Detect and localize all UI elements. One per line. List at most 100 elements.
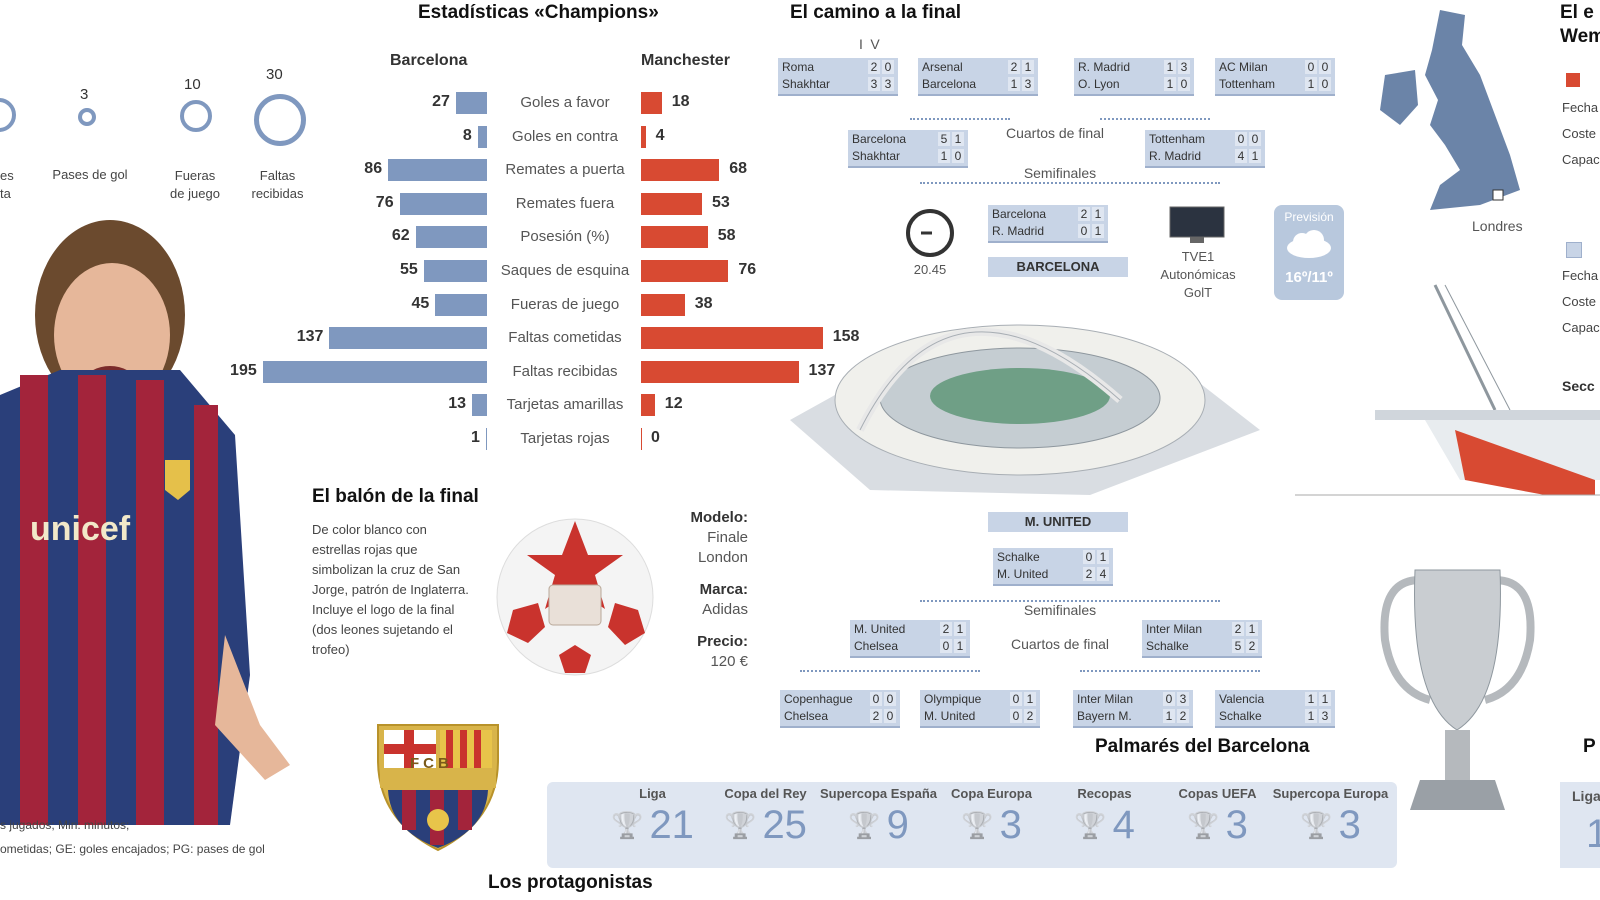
team-name: Olympique	[924, 692, 982, 706]
score: 1	[954, 639, 966, 653]
team-name: M. United	[997, 567, 1049, 581]
score: 2	[940, 622, 952, 636]
team-name: Arsenal	[922, 60, 963, 74]
score: 1	[1008, 77, 1020, 91]
value-barcelona: 1	[470, 429, 480, 446]
value-manchester: 18	[671, 93, 690, 110]
score: 2	[1246, 639, 1258, 653]
stat-row: Remates fuera 76 53	[0, 191, 900, 217]
score: 1	[1024, 692, 1036, 706]
score: 2	[1078, 207, 1090, 221]
value-manchester: 12	[664, 395, 683, 413]
palmares-name: Copa del Rey	[724, 786, 807, 801]
score: 2	[1177, 709, 1189, 723]
team-name: Copenhague	[784, 692, 853, 706]
palmares-name: Supercopa España	[819, 786, 938, 801]
bracket-label: I	[859, 36, 863, 52]
match-time: 20.45	[913, 262, 947, 277]
stat-row: Goles en contra 8 4	[0, 124, 900, 150]
team-name: Tottenham	[1149, 132, 1206, 146]
bracket-label: BARCELONA	[988, 257, 1128, 277]
palmares-right-panel	[1560, 782, 1600, 868]
protagonists-title: Los protagonistas	[488, 872, 653, 893]
bar-barcelona	[262, 360, 487, 383]
stat-row: Saques de esquina 55 76	[0, 258, 900, 284]
palmares-value: 3	[1338, 803, 1361, 847]
trophy-image	[1380, 569, 1535, 810]
stat-row-label: Goles en contra	[512, 127, 618, 145]
team-name: Valencia	[1219, 692, 1265, 706]
stat-value-fouls: 30	[266, 66, 283, 83]
ball-description: De color blanco con estrellas rojas que …	[312, 522, 469, 657]
score: 1	[1097, 550, 1109, 564]
team-name: Inter Milan	[1077, 692, 1134, 706]
stadium-section	[1295, 284, 1600, 496]
bracket-label: M. UNITED	[988, 512, 1128, 532]
stat-row-label: Tarjetas amarillas	[506, 396, 624, 414]
legend-note-2: ometidas; GE: goles encajados; PG: pases…	[0, 842, 265, 856]
score: 0	[1178, 77, 1190, 91]
match-box: Arsenal Barcelona 2 1 1 3	[918, 58, 1038, 96]
stat-row: Fueras de juego 45 38	[0, 292, 900, 318]
palmares-name: Copa Europa	[951, 786, 1032, 801]
stat-row-label: Faltas recibidas	[512, 362, 618, 380]
palmares-value: 21	[649, 803, 694, 847]
bar-barcelona	[485, 428, 487, 450]
score: 0	[870, 692, 882, 706]
palmares-item: Supercopa Europa 🏆 3	[1268, 786, 1393, 848]
svg-text:unicef: unicef	[30, 510, 131, 548]
stat-row-label: Fueras de juego	[510, 295, 620, 313]
ball-price-value: 120 €	[710, 653, 748, 670]
bracket-label: V	[870, 36, 880, 52]
bar-manchester	[641, 293, 685, 316]
score: 0	[1235, 132, 1247, 146]
score: 2	[868, 60, 880, 74]
bar-barcelona	[423, 260, 487, 282]
trophy-icon: 🏆	[611, 810, 644, 840]
value-barcelona: 86	[364, 160, 383, 178]
palmares-panel	[547, 782, 1397, 868]
stat-circle-assists	[78, 108, 96, 126]
ball-model-value: Finale London	[697, 529, 748, 566]
trophy-icon: 🏆	[724, 810, 757, 840]
score: 0	[884, 692, 896, 706]
value-manchester: 4	[655, 126, 665, 144]
value-manchester: 53	[711, 193, 730, 211]
score: 4	[1235, 149, 1247, 163]
team-name: Bayern M.	[1077, 709, 1132, 723]
team-name: R. Madrid	[1149, 149, 1202, 163]
info-partial-1: Fecha	[1562, 100, 1599, 115]
score: 0	[1010, 709, 1022, 723]
map-city: Londres	[1472, 218, 1523, 234]
info-partial-2: Coste	[1562, 126, 1596, 141]
match-box: Copenhague Chelsea 0 0 2 0	[780, 690, 900, 728]
bar-manchester	[641, 159, 720, 182]
bar-manchester	[641, 260, 729, 282]
tv-icon	[1169, 206, 1225, 243]
match-box: Olympique M. United 0 1 0 2	[920, 690, 1040, 728]
score: 0	[952, 149, 964, 163]
match-box: Tottenham R. Madrid 0 0 4 1	[1145, 130, 1265, 168]
bar-barcelona	[435, 293, 487, 316]
bracket-connector	[910, 118, 1010, 120]
info2-partial-2: Coste	[1562, 294, 1596, 309]
bar-barcelona	[329, 327, 487, 350]
stat-label-assists: Pases de gol	[52, 167, 128, 182]
palmares-item: Copas UEFA 🏆 3	[1155, 786, 1280, 848]
score: 3	[882, 77, 894, 91]
stadium-image	[790, 324, 1260, 495]
score: 1	[1305, 692, 1317, 706]
match-box: Schalke M. United 0 1 2 4	[993, 548, 1113, 586]
cloud-icon	[1287, 230, 1331, 258]
match-box: Barcelona R. Madrid 2 1 0 1	[988, 205, 1108, 243]
ball-price-label: Precio:	[697, 633, 748, 650]
stat-row: Remates a puerta 86 68	[0, 157, 900, 183]
stat-row-label: Remates fuera	[515, 194, 615, 212]
value-barcelona: 45	[411, 294, 430, 312]
palmares-item: Copa del Rey 🏆 25	[703, 786, 828, 848]
score: 1	[954, 622, 966, 636]
score: 3	[1319, 709, 1331, 723]
stats-team-right: Manchester	[641, 52, 730, 69]
ball-image	[496, 518, 654, 676]
value-barcelona: 76	[375, 193, 394, 211]
